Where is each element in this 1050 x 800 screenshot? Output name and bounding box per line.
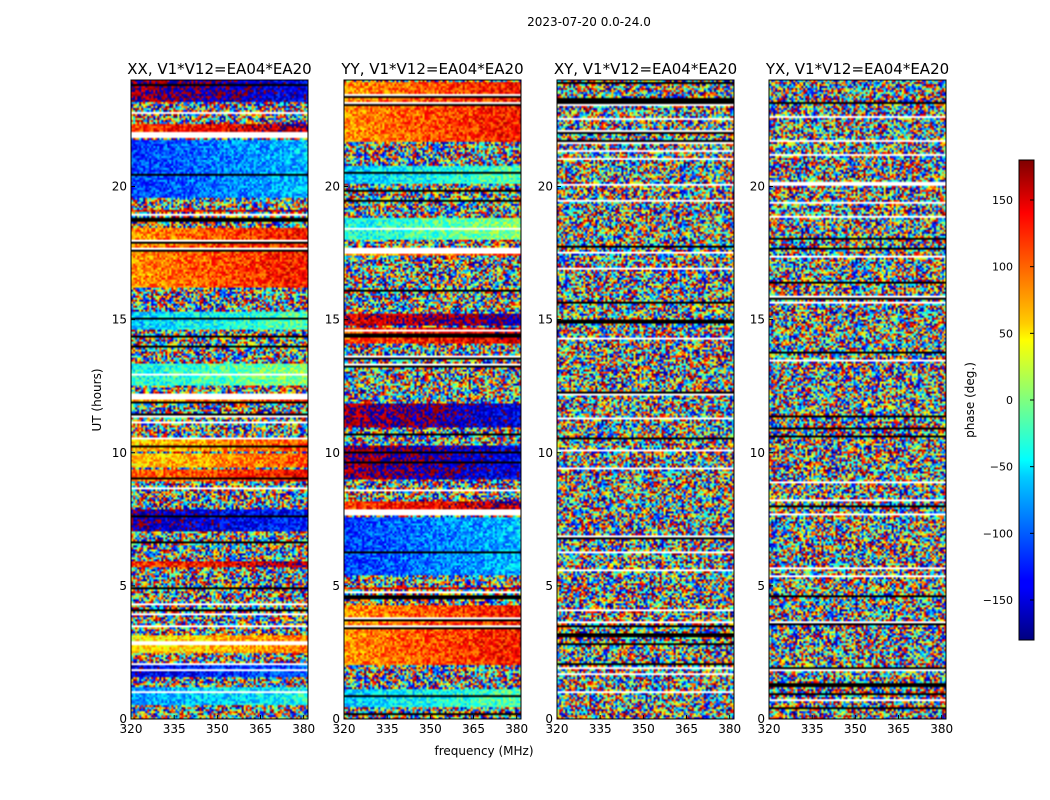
- phase-heatmap: [344, 80, 521, 719]
- figure-suptitle: 2023-07-20 0.0-24.0: [527, 15, 651, 29]
- panel-3: XY, V1*V12=EA04*EA20 320 335 350 365 380 0 5 10 1…: [538, 60, 741, 736]
- y-tick-label: 10: [112, 446, 127, 460]
- y-tick-label: 0: [757, 712, 765, 726]
- y-tick-label: 15: [750, 313, 765, 327]
- panel-title: XY, V1*V12=EA04*EA20: [554, 60, 737, 78]
- x-tick-label: 320: [546, 722, 569, 736]
- x-tick-label: 380: [930, 722, 953, 736]
- colorbar: 150 100 50 0 −50 −100 −150 phase (deg.): [963, 159, 1035, 641]
- x-tick-label: 380: [505, 722, 528, 736]
- y-tick-label: 10: [538, 446, 553, 460]
- y-tick-label: 15: [538, 313, 553, 327]
- phase-heatmap: [557, 80, 734, 719]
- colorbar-tick-label: 50: [999, 327, 1013, 340]
- y-tick-label: 20: [325, 180, 340, 194]
- panel-2: YY, V1*V12=EA04*EA20 320 335 350 365 380 0 5 10 1…: [325, 60, 528, 736]
- colorbar-label: phase (deg.): [963, 362, 977, 438]
- x-tick-label: 320: [758, 722, 781, 736]
- y-tick-label: 15: [112, 313, 127, 327]
- colorbar-tick-label: −150: [983, 594, 1013, 607]
- phase-heatmap: [769, 80, 946, 719]
- x-tick-label: 350: [844, 722, 867, 736]
- colorbar-tick-label: −100: [983, 527, 1013, 540]
- x-tick-label: 380: [718, 722, 741, 736]
- colorbar-tick-label: 0: [1006, 394, 1013, 407]
- colorbar-tick-label: 100: [992, 261, 1013, 274]
- x-tick-label: 365: [675, 722, 698, 736]
- x-axis-label: frequency (MHz): [434, 744, 533, 758]
- x-tick-label: 365: [887, 722, 910, 736]
- x-tick-label: 350: [206, 722, 229, 736]
- panel-title: YX, V1*V12=EA04*EA20: [765, 60, 949, 78]
- colorbar-tick-label: 150: [992, 194, 1013, 207]
- x-tick-label: 335: [801, 722, 824, 736]
- x-tick-label: 335: [376, 722, 399, 736]
- panel-frame: [556, 79, 735, 720]
- x-tick-label: 335: [163, 722, 186, 736]
- colorbar-tick-label: −50: [990, 461, 1013, 474]
- y-tick-label: 5: [119, 579, 127, 593]
- x-tick-label: 320: [120, 722, 143, 736]
- x-tick-label: 380: [292, 722, 315, 736]
- y-tick-label: 0: [332, 712, 340, 726]
- y-axis-label: UT (hours): [90, 368, 104, 431]
- panel-title: YY, V1*V12=EA04*EA20: [340, 60, 523, 78]
- panels: XX, V1*V12=EA04*EA20 320 335 350 365 380 0 5 10 1…: [112, 60, 953, 736]
- y-tick-label: 20: [538, 180, 553, 194]
- panel-1: XX, V1*V12=EA04*EA20 320 335 350 365 380 0 5 10 1…: [112, 60, 315, 736]
- panel-frame: [768, 79, 947, 720]
- y-tick-label: 20: [112, 180, 127, 194]
- y-tick-label: 5: [332, 579, 340, 593]
- y-tick-label: 10: [325, 446, 340, 460]
- panel-4: YX, V1*V12=EA04*EA20 320 335 350 365 380 0 5 10 1…: [750, 60, 953, 736]
- phase-heatmap: [131, 80, 308, 719]
- panel-title: XX, V1*V12=EA04*EA20: [127, 60, 311, 78]
- panel-frame: [343, 79, 522, 720]
- x-tick-label: 365: [249, 722, 272, 736]
- y-tick-label: 5: [545, 579, 553, 593]
- y-tick-label: 0: [119, 712, 127, 726]
- y-tick-label: 10: [750, 446, 765, 460]
- colorbar-ticks: 150 100 50 0 −50 −100 −150: [983, 194, 1034, 607]
- x-tick-label: 320: [333, 722, 356, 736]
- x-tick-label: 335: [589, 722, 612, 736]
- x-tick-label: 350: [419, 722, 442, 736]
- y-tick-label: 5: [757, 579, 765, 593]
- y-tick-label: 20: [750, 180, 765, 194]
- x-tick-label: 365: [462, 722, 485, 736]
- y-tick-label: 15: [325, 313, 340, 327]
- panel-frame: [130, 79, 309, 720]
- x-tick-label: 350: [632, 722, 655, 736]
- y-tick-label: 0: [545, 712, 553, 726]
